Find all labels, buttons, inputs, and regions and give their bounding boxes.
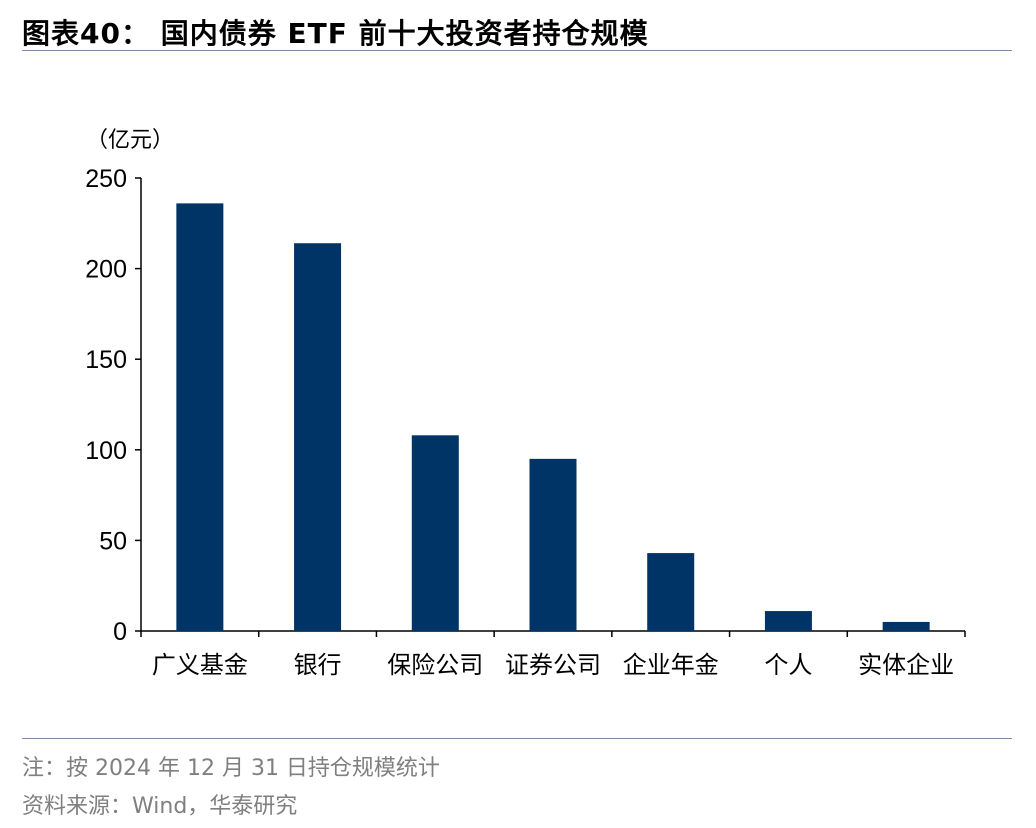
bar-6: [764, 611, 812, 631]
bar-7: [882, 621, 930, 631]
y-axis-unit-label: （亿元）: [86, 128, 175, 153]
bar-2: [294, 243, 342, 631]
bar-4: [529, 458, 577, 631]
chart-note: 注：按 2024 年 12 月 31 日持仓规模统计: [22, 756, 440, 781]
y-tick-label: 150: [85, 346, 127, 374]
x-category-label: 广义基金: [152, 651, 248, 679]
x-category-label: 实体企业: [858, 651, 954, 679]
y-tick-label: 0: [113, 618, 127, 646]
x-category-label: 企业年金: [623, 651, 719, 679]
y-tick-label: 250: [85, 165, 127, 193]
x-category-label: 保险公司: [387, 651, 483, 679]
y-tick-label: 100: [85, 437, 127, 465]
bar-5: [647, 553, 695, 631]
bar-3: [411, 435, 459, 631]
footer-divider: [22, 738, 1012, 739]
bar-1: [176, 203, 224, 632]
x-category-label: 银行: [294, 651, 342, 679]
x-category-label: 个人: [764, 651, 812, 679]
chart-source: 资料来源：Wind，华泰研究: [22, 794, 298, 819]
y-tick-label: 50: [99, 527, 127, 555]
figure-title: 图表40： 国内债券 ETF 前十大投资者持仓规模: [22, 17, 649, 50]
y-tick-label: 200: [85, 256, 127, 284]
title-divider: [22, 50, 1012, 51]
x-category-label: 证券公司: [505, 651, 601, 679]
